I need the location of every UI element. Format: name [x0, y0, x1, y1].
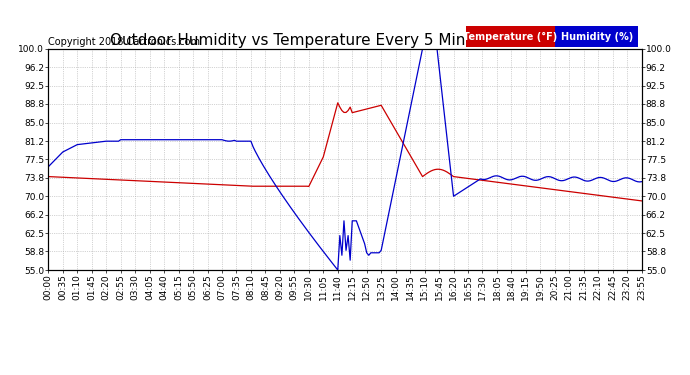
Text: Copyright 2018 Cartronics.com: Copyright 2018 Cartronics.com — [48, 37, 200, 46]
Title: Outdoor Humidity vs Temperature Every 5 Minutes 20180809: Outdoor Humidity vs Temperature Every 5 … — [110, 33, 580, 48]
Text: Temperature (°F): Temperature (°F) — [464, 32, 558, 42]
Text: Humidity (%): Humidity (%) — [561, 32, 633, 42]
